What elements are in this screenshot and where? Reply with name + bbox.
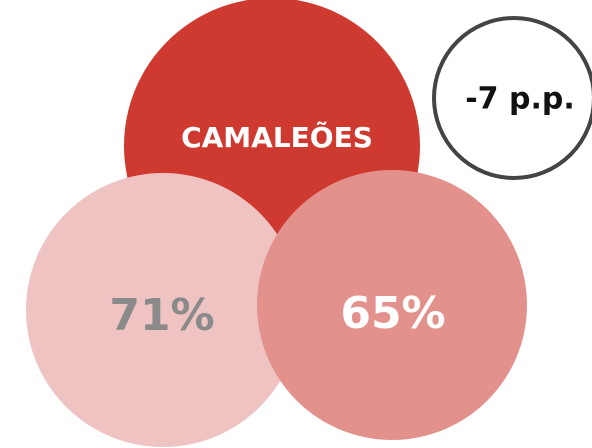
right-value: 65% (340, 288, 445, 339)
left-circle (26, 173, 300, 447)
group-title: CAMALEÕES (181, 120, 373, 154)
right-circle (257, 170, 527, 440)
left-value: 71% (109, 290, 214, 341)
badge-circle (432, 16, 592, 180)
badge-text: -7 p.p. (465, 82, 575, 117)
